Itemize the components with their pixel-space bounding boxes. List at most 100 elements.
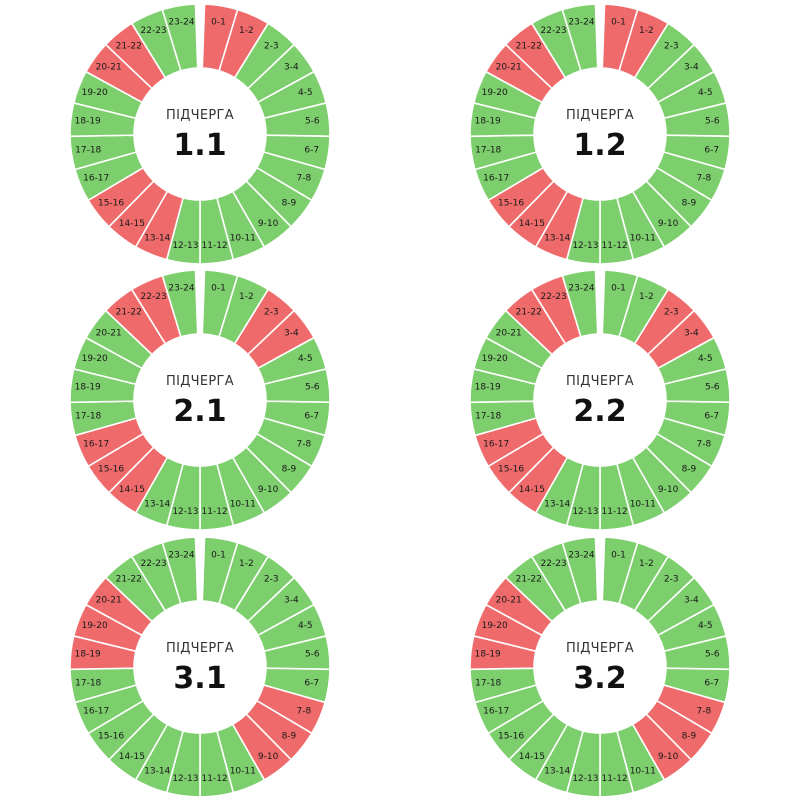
hour-label: 15-16 [498, 732, 524, 742]
subqueue-number: 1.1 [173, 128, 226, 163]
hour-label: 6-7 [304, 146, 319, 156]
hour-label: 15-16 [498, 199, 524, 209]
hour-label: 18-19 [475, 382, 501, 392]
subqueue-caption: ПІДЧЕРГА [566, 641, 634, 656]
hour-segment-23-24 [161, 3, 199, 72]
hour-label: 19-20 [82, 354, 108, 364]
hour-label: 19-20 [82, 88, 108, 98]
queue-wheel: 0-1 1-2 2-3 3-4 4-5 5-6 6-7 7-8 8-99-1010-1111-1… [69, 3, 331, 265]
hour-label: 22-23 [141, 292, 167, 302]
hour-label: 14-15 [519, 219, 545, 229]
hour-label: 4-5 [298, 621, 313, 631]
hour-label: 10-11 [230, 234, 256, 244]
hour-label: 16-17 [83, 174, 109, 184]
hour-label: 22-23 [141, 26, 167, 36]
hour-label: 8-9 [282, 732, 297, 742]
hour-label: 5-6 [705, 649, 720, 659]
hour-label: 2-3 [664, 307, 679, 317]
hour-label: 4-5 [698, 621, 713, 631]
subqueue-number: 3.2 [573, 661, 626, 696]
hour-label: 16-17 [483, 707, 509, 717]
hour-label: 18-19 [75, 649, 101, 659]
hour-label: 19-20 [482, 88, 508, 98]
subqueue-caption: ПІДЧЕРГА [166, 374, 234, 389]
hour-label: 8-9 [682, 732, 697, 742]
hour-label: 19-20 [482, 621, 508, 631]
hour-label: 23-24 [168, 284, 194, 294]
hour-label: 21-22 [516, 574, 542, 584]
hour-segment-23-24 [561, 3, 599, 72]
hour-label: 10-11 [230, 500, 256, 510]
subqueue-number: 2.1 [173, 394, 226, 429]
hour-label: 2-3 [664, 574, 679, 584]
hour-label: 10-11 [630, 500, 656, 510]
queue-wheel: 0-1 1-2 2-3 3-4 4-5 5-6 6-7 7-8 8-99-1010-1111-1… [69, 269, 331, 531]
hour-label: 12-13 [172, 774, 198, 784]
hour-segment-23-24 [161, 536, 199, 605]
hour-label: 7-8 [696, 707, 711, 717]
hour-label: 23-24 [168, 551, 194, 561]
hour-label: 0-1 [611, 284, 626, 294]
hour-label: 20-21 [496, 328, 522, 338]
hour-label: 21-22 [116, 574, 142, 584]
hour-label: 0-1 [211, 284, 226, 294]
hour-label: 13-14 [544, 234, 570, 244]
hour-label: 1-2 [639, 559, 654, 569]
hour-label: 5-6 [305, 116, 320, 126]
hour-label: 22-23 [541, 26, 567, 36]
hour-label: 21-22 [116, 307, 142, 317]
hour-label: 3-4 [284, 595, 299, 605]
hour-label: 2-3 [264, 307, 279, 317]
hour-label: 18-19 [75, 116, 101, 126]
hour-label: 3-4 [684, 328, 699, 338]
hour-label: 20-21 [96, 595, 122, 605]
subqueue-caption: ПІДЧЕРГА [566, 108, 634, 123]
hour-label: 23-24 [568, 551, 594, 561]
hour-label: 4-5 [298, 354, 313, 364]
queue-wheel: 0-1 1-2 2-3 3-4 4-5 5-6 6-7 7-8 8-99-1010-1111-1… [69, 536, 331, 798]
hour-label: 2-3 [664, 41, 679, 51]
hour-label: 9-10 [258, 219, 279, 229]
hour-label: 10-11 [630, 234, 656, 244]
hour-label: 6-7 [704, 412, 719, 422]
hour-label: 6-7 [704, 146, 719, 156]
hour-label: 16-17 [483, 174, 509, 184]
hour-label: 7-8 [296, 174, 311, 184]
hour-label: 0-1 [211, 18, 226, 28]
hour-label: 9-10 [658, 752, 679, 762]
hour-label: 8-9 [282, 465, 297, 475]
subqueue-caption: ПІДЧЕРГА [566, 374, 634, 389]
hour-label: 17-18 [475, 146, 501, 156]
hour-label: 0-1 [211, 551, 226, 561]
hour-label: 9-10 [658, 485, 679, 495]
hour-label: 9-10 [658, 219, 679, 229]
hour-label: 4-5 [298, 88, 313, 98]
hour-label: 23-24 [568, 18, 594, 28]
hour-label: 8-9 [682, 465, 697, 475]
hour-label: 11-12 [202, 507, 228, 517]
hour-label: 22-23 [541, 559, 567, 569]
subqueue-number: 3.1 [173, 661, 226, 696]
queue-wheel: 0-1 1-2 2-3 3-4 4-5 5-6 6-7 7-8 8-99-1010-1111-1… [469, 269, 731, 531]
hour-label: 17-18 [75, 412, 101, 422]
hour-label: 7-8 [296, 707, 311, 717]
hour-label: 18-19 [75, 382, 101, 392]
hour-label: 21-22 [116, 41, 142, 51]
subqueue-number: 1.2 [573, 128, 626, 163]
queue-wheel: 0-1 1-2 2-3 3-4 4-5 5-6 6-7 7-8 8-99-1010-1111-1… [469, 536, 731, 798]
hour-label: 5-6 [305, 649, 320, 659]
hour-label: 9-10 [258, 752, 279, 762]
hour-label: 7-8 [296, 440, 311, 450]
hour-label: 3-4 [284, 62, 299, 72]
hour-label: 1-2 [239, 26, 254, 36]
hour-label: 13-14 [544, 500, 570, 510]
hour-segment-23-24 [561, 536, 599, 605]
hour-label: 19-20 [82, 621, 108, 631]
hour-label: 20-21 [96, 62, 122, 72]
hour-label: 5-6 [705, 382, 720, 392]
hour-label: 16-17 [83, 440, 109, 450]
hour-label: 6-7 [304, 679, 319, 689]
hour-label: 12-13 [172, 241, 198, 251]
hour-label: 3-4 [284, 328, 299, 338]
hour-label: 17-18 [475, 412, 501, 422]
